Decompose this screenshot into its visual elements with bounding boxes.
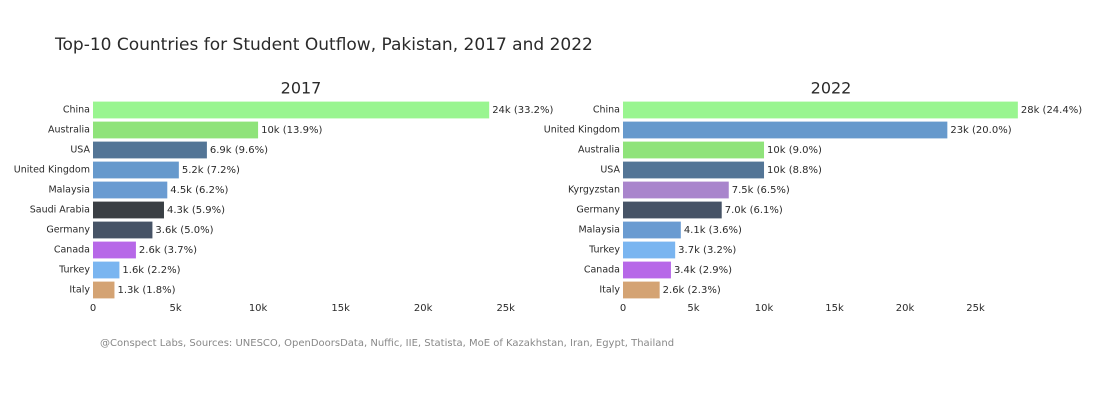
y-tick-label: China — [63, 105, 90, 116]
bar — [93, 221, 153, 239]
bar — [93, 161, 179, 179]
y-tick-label: USA — [70, 145, 90, 156]
x-tick-label: 5k — [687, 303, 699, 314]
value-label: 24k (33.2%) — [492, 105, 553, 116]
bar — [623, 121, 948, 139]
y-tick-label: Australia — [48, 125, 90, 136]
y-tick-label: Italy — [599, 285, 620, 296]
value-label: 10k (8.8%) — [767, 165, 822, 176]
x-tick-label: 15k — [825, 303, 844, 314]
bar — [623, 201, 722, 219]
value-label: 5.2k (7.2%) — [182, 165, 240, 176]
bar — [93, 281, 115, 299]
bar — [93, 201, 164, 219]
x-tick-label: 25k — [496, 303, 515, 314]
value-label: 3.4k (2.9%) — [674, 265, 732, 276]
value-label: 3.7k (3.2%) — [678, 245, 736, 256]
bar — [623, 161, 765, 179]
y-tick-label: China — [593, 105, 620, 116]
bar — [623, 181, 729, 199]
value-label: 4.3k (5.9%) — [167, 205, 225, 216]
value-label: 28k (24.4%) — [1021, 105, 1082, 116]
value-label: 7.0k (6.1%) — [725, 205, 783, 216]
chart-title: Top-10 Countries for Student Outflow, Pa… — [54, 35, 593, 55]
y-tick-label: United Kingdom — [544, 125, 620, 136]
y-tick-label: Turkey — [588, 245, 620, 256]
y-tick-label: Australia — [578, 145, 620, 156]
x-tick-label: 25k — [966, 303, 985, 314]
x-tick-label: 0 — [620, 303, 626, 314]
x-tick-label: 20k — [414, 303, 433, 314]
value-label: 4.1k (3.6%) — [684, 225, 742, 236]
y-tick-label: Turkey — [58, 265, 90, 276]
subplot-title: 2017 — [281, 79, 322, 98]
bar — [623, 221, 681, 239]
value-label: 4.5k (6.2%) — [170, 185, 228, 196]
value-label: 1.3k (1.8%) — [117, 285, 175, 296]
bar — [623, 141, 765, 159]
bar — [93, 181, 168, 199]
bar — [93, 261, 120, 279]
bar — [93, 101, 490, 119]
y-tick-label: Germany — [576, 205, 620, 216]
value-label: 23k (20.0%) — [950, 125, 1011, 136]
y-tick-label: Saudi Arabia — [30, 205, 90, 216]
x-tick-label: 10k — [755, 303, 774, 314]
value-label: 2.6k (2.3%) — [663, 285, 721, 296]
value-label: 10k (9.0%) — [767, 145, 822, 156]
value-label: 7.5k (6.5%) — [732, 185, 790, 196]
y-tick-label: Canada — [584, 265, 620, 276]
bar — [623, 101, 1018, 119]
bar — [93, 121, 259, 139]
bar — [623, 281, 660, 299]
value-label: 10k (13.9%) — [261, 125, 322, 136]
y-tick-label: Malaysia — [48, 185, 90, 196]
subplot-title: 2022 — [811, 79, 852, 98]
y-tick-label: Malaysia — [578, 225, 620, 236]
value-label: 3.6k (5.0%) — [155, 225, 213, 236]
bar — [93, 241, 136, 259]
value-label: 2.6k (3.7%) — [139, 245, 197, 256]
x-tick-label: 15k — [331, 303, 350, 314]
x-tick-label: 10k — [249, 303, 268, 314]
y-tick-label: USA — [600, 165, 620, 176]
bar — [623, 241, 676, 259]
y-tick-label: Canada — [54, 245, 90, 256]
value-label: 1.6k (2.2%) — [122, 265, 180, 276]
x-tick-label: 0 — [90, 303, 96, 314]
y-tick-label: United Kingdom — [14, 165, 90, 176]
y-tick-label: Italy — [69, 285, 90, 296]
value-label: 6.9k (9.6%) — [210, 145, 268, 156]
x-tick-label: 5k — [169, 303, 181, 314]
y-tick-label: Germany — [46, 225, 90, 236]
bar — [93, 141, 207, 159]
source-note: @Conspect Labs, Sources: UNESCO, OpenDoo… — [100, 338, 674, 349]
bar — [623, 261, 671, 279]
y-tick-label: Kyrgyzstan — [568, 185, 620, 196]
x-tick-label: 20k — [896, 303, 915, 314]
